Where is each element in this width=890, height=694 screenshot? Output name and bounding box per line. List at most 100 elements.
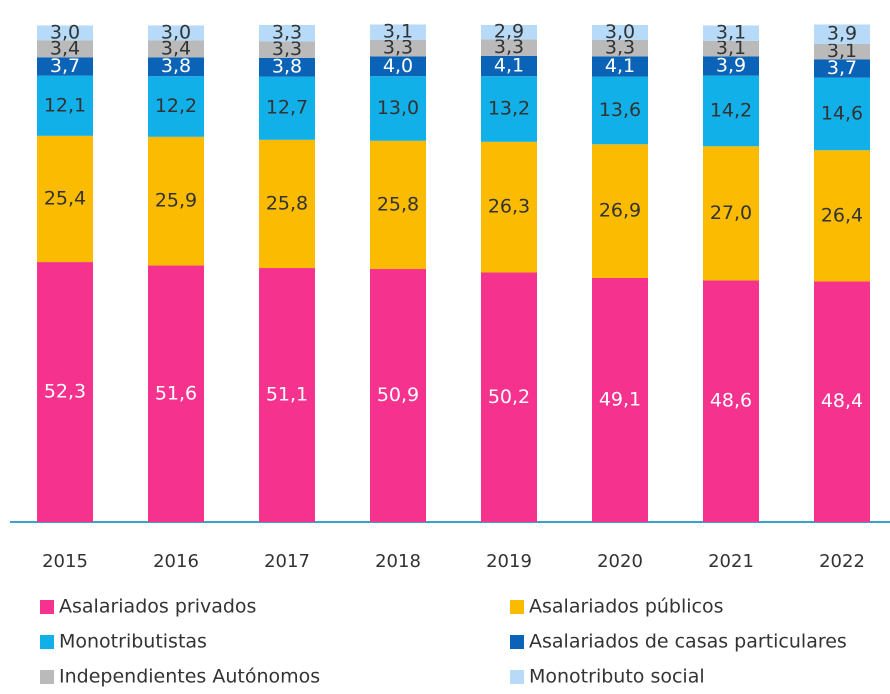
data-label: 4,1 [605,55,635,77]
data-label: 12,2 [155,95,197,117]
bar-segment [370,39,426,57]
data-label: 3,0 [161,21,191,43]
bar-segment [481,272,537,522]
bar-segment [592,277,648,522]
bar-segment [370,56,426,77]
data-label: 3,1 [827,40,857,62]
data-label: 25,4 [44,187,86,209]
bar-segment [370,76,426,141]
bar-segment [148,25,204,41]
bar-segment [37,75,93,136]
bar-segment [259,268,315,522]
data-label: 3,3 [272,38,302,60]
bar-segment [148,136,204,266]
bar-segment [259,139,315,269]
legend-label: Asalariados públicos [529,596,724,618]
legend-label: Asalariados de casas particulares [529,631,847,653]
data-label: 48,4 [821,390,863,412]
bar-segment [814,77,870,151]
legend-swatch [510,670,524,684]
x-tick-label: 2016 [153,551,199,572]
data-label: 12,7 [266,97,308,119]
data-label: 26,9 [599,200,641,222]
bar-segment [148,57,204,77]
legend-label: Asalariados privados [59,596,256,618]
bar-segment [703,56,759,76]
data-label: 14,6 [821,102,863,124]
x-tick-label: 2022 [819,551,865,572]
bar-segment [370,140,426,270]
data-label: 27,0 [710,202,752,224]
data-label: 50,2 [488,386,530,408]
data-label: 13,6 [599,99,641,121]
bar-segment [592,76,648,145]
bar-segment [592,25,648,40]
data-label: 3,1 [716,37,746,59]
data-label: 3,3 [494,36,524,58]
x-tick-label: 2015 [42,551,88,572]
bar-segment [37,57,93,76]
bar-segment [370,24,426,40]
data-label: 51,6 [155,382,197,404]
data-label: 26,3 [488,196,530,218]
data-label: 13,2 [488,97,530,119]
bar-segment [37,135,93,263]
data-label: 3,0 [605,21,635,43]
bar-segment [703,280,759,522]
data-label: 3,3 [605,37,635,59]
data-label: 3,7 [827,57,857,79]
data-label: 3,9 [827,23,857,45]
data-label: 25,8 [377,193,419,215]
data-label: 25,8 [266,192,308,214]
x-tick-label: 2020 [597,551,643,572]
bar-segment [148,265,204,522]
bar-segment [481,25,537,40]
x-tick-label: 2019 [486,551,532,572]
data-label: 50,9 [377,384,419,406]
legend-swatch [40,635,54,649]
bar-segment [814,150,870,282]
data-label: 12,1 [44,94,86,116]
data-label: 3,1 [716,22,746,44]
bar-segment [814,59,870,78]
bar-segment [37,40,93,58]
legend-label: Monotributo social [529,666,705,688]
bar-segment [259,57,315,77]
x-tick-label: 2017 [264,551,310,572]
data-label: 4,0 [383,55,413,77]
bar-segment [703,146,759,281]
bar-segment [703,40,759,57]
data-label: 52,3 [44,381,86,403]
legend-swatch [510,600,524,614]
bar-segment [814,24,870,44]
bar-segment [259,76,315,140]
data-label: 25,9 [155,190,197,212]
bar-segment [148,40,204,58]
data-label: 3,8 [272,56,302,78]
bar-segment [481,141,537,273]
data-label: 3,4 [50,37,80,59]
x-tick-label: 2018 [375,551,421,572]
bar-segment [703,25,759,41]
data-label: 3,4 [161,37,191,59]
data-label: 4,1 [494,55,524,77]
legend-swatch [40,600,54,614]
bar-segment [259,41,315,58]
data-label: 51,1 [266,384,308,406]
bar-segment [481,55,537,77]
data-label: 13,0 [377,97,419,119]
bar-segment [148,76,204,137]
bar-segment [37,262,93,522]
data-label: 26,4 [821,204,863,226]
legend-swatch [510,635,524,649]
data-label: 3,9 [716,55,746,77]
bar-segment [37,25,93,41]
data-label: 3,1 [383,21,413,43]
data-label: 3,8 [161,55,191,77]
bar-segment [703,75,759,147]
legend-label: Monotributistas [59,631,207,653]
bar-segment [370,269,426,522]
legend-swatch [40,670,54,684]
x-tick-label: 2021 [708,551,754,572]
